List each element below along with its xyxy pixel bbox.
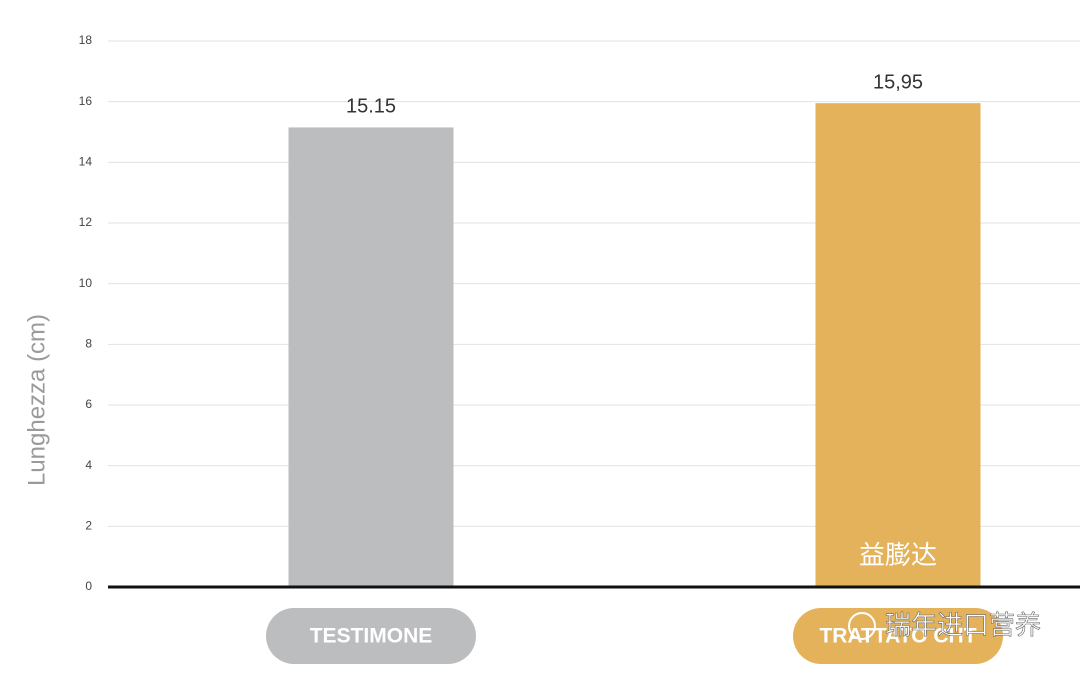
category-pill xyxy=(793,608,1003,664)
y-tick-label: 2 xyxy=(85,519,92,533)
y-tick-label: 6 xyxy=(85,397,92,411)
watermark: 瑞年进口营养 xyxy=(885,610,1041,640)
y-tick-label: 4 xyxy=(85,458,92,472)
y-tick-label: 8 xyxy=(85,337,92,351)
watermark-icon xyxy=(848,612,876,640)
y-axis-label: Lunghezza (cm) xyxy=(23,314,50,486)
bar xyxy=(815,103,981,587)
y-tick-label: 18 xyxy=(79,33,93,47)
value-label: 15.15 xyxy=(346,96,396,118)
y-tick-label: 10 xyxy=(79,276,93,290)
bar xyxy=(288,127,454,587)
y-tick-label: 14 xyxy=(79,155,93,169)
y-tick-label: 0 xyxy=(85,579,92,593)
x-tick-label: TRATTATO CHT xyxy=(819,625,976,648)
y-tick-label: 16 xyxy=(79,94,93,108)
category-pill xyxy=(266,608,476,664)
y-tick-label: 12 xyxy=(79,215,93,229)
value-label: 15,95 xyxy=(873,71,923,93)
bar-inner-label: 益膨达 xyxy=(859,540,937,570)
x-tick-label: TESTIMONE xyxy=(310,625,433,648)
